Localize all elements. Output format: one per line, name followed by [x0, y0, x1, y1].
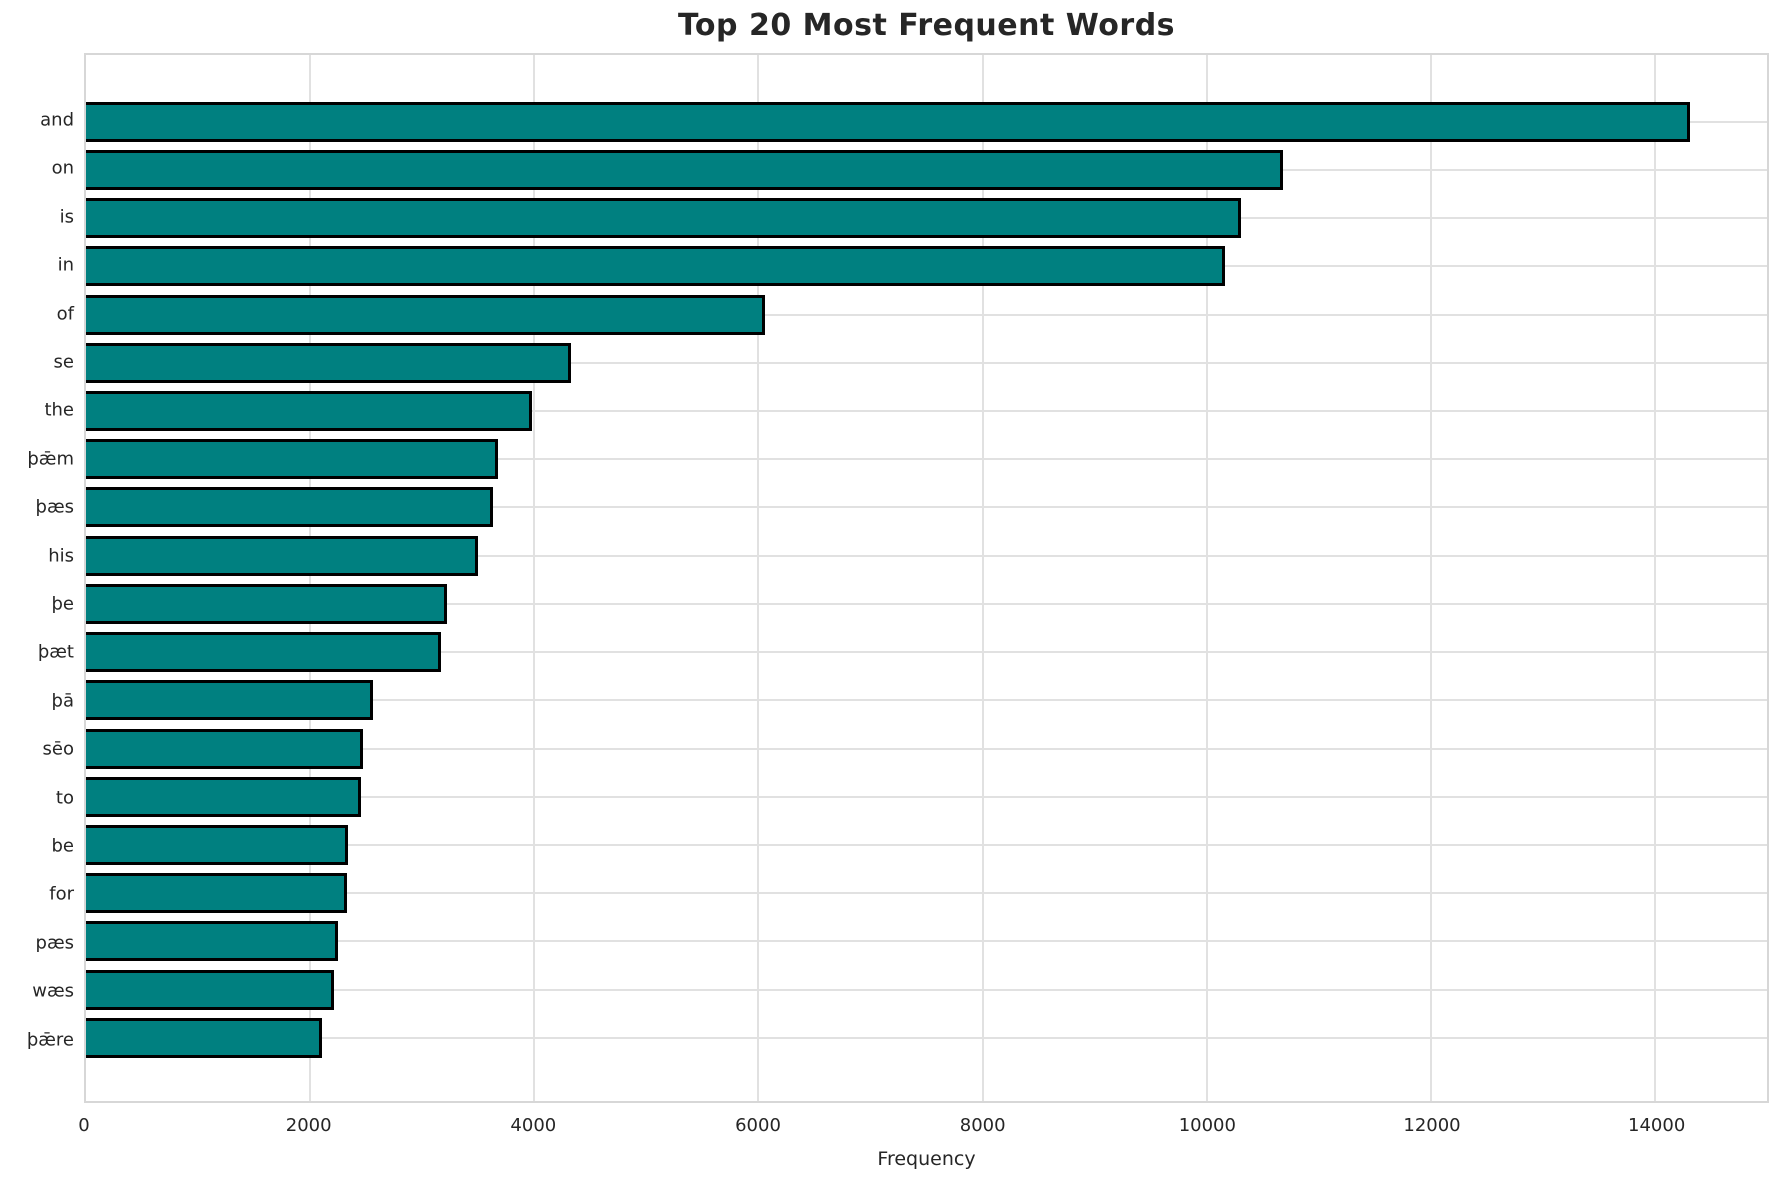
y-tick-label: the — [44, 399, 74, 421]
x-tick-label: 14000 — [1628, 1115, 1686, 1136]
x-tick-label: 4000 — [510, 1115, 557, 1136]
y-tick-label: pæs — [35, 932, 74, 954]
chart-title: Top 20 Most Frequent Words — [677, 8, 1176, 43]
bar-þæt — [86, 632, 442, 673]
bar-on — [86, 149, 1283, 190]
vertical-gridline — [757, 55, 760, 1101]
horizontal-gridline — [86, 892, 1767, 895]
y-tick-label: þæt — [37, 641, 74, 663]
y-axis-labels: and on is in of se the þǣm þæs his þe þæt þā sēo to be f… — [0, 53, 74, 1103]
y-tick-label: þǣm — [27, 448, 74, 470]
y-tick-label: in — [57, 254, 74, 276]
bar-sēo — [86, 728, 363, 769]
horizontal-gridline — [86, 747, 1767, 750]
y-tick-label: be — [51, 835, 75, 857]
bar-and — [86, 101, 1690, 142]
y-tick-label: sēo — [42, 738, 74, 760]
bar-se — [86, 342, 572, 383]
x-axis-ticks: 0 2000 4000 6000 8000 10000 12000 14000 — [78, 1103, 1769, 1143]
x-tick-label: 10000 — [1178, 1115, 1236, 1136]
y-tick-label: þe — [51, 593, 75, 615]
horizontal-gridline — [86, 699, 1767, 702]
horizontal-gridline — [86, 795, 1767, 798]
horizontal-gridline — [86, 843, 1767, 846]
bar-of — [86, 294, 766, 335]
x-tick-label: 2000 — [285, 1115, 332, 1136]
horizontal-gridline — [86, 651, 1767, 654]
bar-the — [86, 391, 533, 432]
vertical-gridline — [533, 55, 536, 1101]
horizontal-gridline — [86, 506, 1767, 509]
x-tick-label: 6000 — [735, 1115, 781, 1136]
x-tick-label: 0 — [78, 1115, 90, 1136]
bar-þe — [86, 583, 447, 624]
vertical-gridline — [1429, 55, 1432, 1101]
vertical-gridline — [1205, 55, 1208, 1101]
bar-wæs — [86, 969, 334, 1010]
y-tick-label: þæs — [35, 496, 74, 518]
vertical-gridline — [981, 55, 984, 1101]
bar-for — [86, 873, 348, 914]
y-tick-label: is — [59, 206, 74, 228]
bar-be — [86, 824, 349, 865]
y-tick-label: on — [51, 157, 74, 179]
vertical-gridline — [309, 55, 312, 1101]
bar-in — [86, 246, 1225, 287]
y-tick-label: þǣre — [26, 1029, 74, 1051]
horizontal-gridline — [86, 1036, 1767, 1039]
y-tick-label: his — [48, 545, 74, 567]
bar-is — [86, 198, 1242, 239]
horizontal-gridline — [86, 602, 1767, 605]
horizontal-gridline — [86, 313, 1767, 316]
bar-þā — [86, 680, 373, 721]
bar-þǣm — [86, 439, 499, 480]
horizontal-gridline — [86, 458, 1767, 461]
horizontal-gridline — [86, 410, 1767, 413]
y-tick-label: þā — [51, 690, 74, 712]
y-tick-label: to — [55, 787, 74, 809]
y-tick-label: se — [53, 351, 74, 373]
horizontal-gridline — [86, 940, 1767, 943]
bar-pæs — [86, 921, 339, 962]
bar-þæs — [86, 487, 493, 528]
y-tick-label: and — [40, 109, 74, 131]
horizontal-gridline — [86, 361, 1767, 364]
plot-area — [84, 53, 1769, 1103]
horizontal-gridline — [86, 988, 1767, 991]
horizontal-gridline — [86, 554, 1767, 557]
vertical-gridline — [1653, 55, 1656, 1101]
x-tick-label: 12000 — [1403, 1115, 1461, 1136]
bar-his — [86, 535, 479, 576]
y-tick-label: wæs — [32, 980, 74, 1002]
x-axis-title: Frequency — [877, 1148, 976, 1170]
y-tick-label: for — [49, 883, 74, 905]
y-tick-label: of — [56, 303, 74, 325]
x-tick-label: 8000 — [959, 1115, 1006, 1136]
bar-þǣre — [86, 1017, 323, 1058]
bar-to — [86, 776, 361, 817]
